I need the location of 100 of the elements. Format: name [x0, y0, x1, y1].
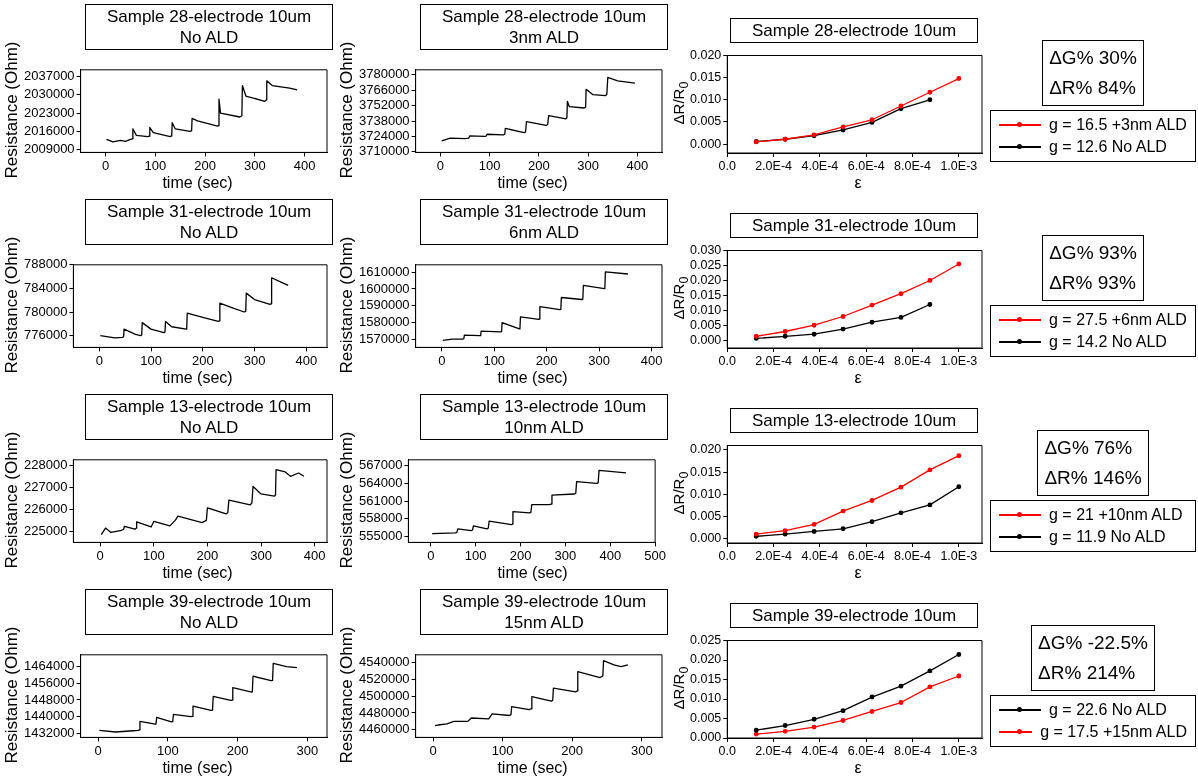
- y-tick-label: 2009000: [23, 141, 75, 157]
- x-tick-label: 0.0: [718, 743, 737, 758]
- y-tick-label: 4480000: [358, 704, 410, 720]
- y-tick-label: 1590000: [358, 297, 410, 313]
- y-tick-label: 4500000: [358, 687, 410, 703]
- y-tick-label: 0.010: [690, 486, 722, 501]
- legend-label: g = 17.5 +15nm ALD: [1040, 722, 1187, 742]
- y-axis-title: Resistance (Ohm): [337, 41, 357, 179]
- y-tick-label: 2037000: [23, 67, 75, 83]
- x-tick-label: 0.0: [718, 548, 737, 563]
- x-axis-title: ε: [853, 564, 863, 582]
- chart-title: Sample 13-electrode 10um: [440, 396, 648, 417]
- x-tick-label: 4.0E-4: [801, 743, 839, 758]
- x-tick-label: 200: [226, 742, 249, 758]
- y-tick-label: 0.015: [690, 464, 722, 479]
- y-tick-label: 3724000: [358, 128, 410, 144]
- x-tick-label: 6.0E-4: [847, 158, 885, 173]
- chart-title: Sample 28-electrode 10um: [105, 6, 313, 27]
- x-tick-label: 0.0: [718, 353, 737, 368]
- x-tick-label: 300: [577, 157, 599, 173]
- legend-label: g = 16.5 +3nm ALD: [1049, 115, 1187, 135]
- x-tick-label: 100: [157, 742, 179, 758]
- y-tick-label: 0.015: [690, 671, 722, 686]
- y-tick-label: 2016000: [23, 123, 75, 138]
- y-tick-label: 564000: [358, 474, 403, 490]
- chart-title: Sample 31-electrode 10um: [750, 215, 958, 236]
- x-axis-title: time (sec): [496, 174, 569, 192]
- x-tick-label: 300: [243, 157, 266, 173]
- y-tick-label: 0.020: [690, 272, 722, 287]
- y-tick-label: 0.010: [690, 302, 722, 317]
- x-tick-label: 6.0E-4: [847, 743, 885, 758]
- x-tick-label: 300: [588, 352, 610, 368]
- x-tick-label: 0.0: [718, 158, 737, 173]
- y-tick-label: 2023000: [23, 104, 75, 120]
- chart-subtitle: No ALD: [178, 222, 240, 243]
- y-tick-label: 784000: [23, 279, 68, 295]
- x-tick-label: 8.0E-4: [894, 743, 931, 758]
- x-tick-label: 1.0E-3: [940, 158, 978, 173]
- x-axis-title: time (sec): [161, 369, 234, 387]
- y-axis-title: Resistance (Ohm): [2, 626, 22, 764]
- y-tick-label: 227000: [23, 478, 68, 494]
- y-tick-label: 3710000: [358, 143, 410, 159]
- text: ΔR% 214%: [1038, 661, 1137, 685]
- x-tick-label: 6.0E-4: [847, 548, 885, 563]
- legend-label: g = 27.5 +6nm ALD: [1049, 310, 1187, 330]
- x-tick-label: 300: [243, 352, 266, 368]
- y-tick-label: 0.020: [690, 47, 722, 62]
- y-tick-label: 228000: [23, 456, 68, 472]
- y-tick-label: 3752000: [358, 97, 410, 113]
- y-tick-label: 4460000: [358, 721, 410, 737]
- x-tick-label: 400: [640, 352, 663, 368]
- y-tick-label: 0.010: [690, 691, 722, 706]
- y-tick-label: 1464000: [23, 658, 75, 674]
- x-tick-label: 400: [293, 157, 316, 173]
- x-tick-label: 400: [295, 352, 318, 368]
- x-tick-label: 400: [626, 157, 649, 173]
- x-tick-label: 0: [94, 742, 102, 758]
- y-tick-label: 1610000: [358, 263, 410, 279]
- chart-subtitle: 10nm ALD: [503, 417, 585, 438]
- x-tick-label: 300: [554, 547, 577, 563]
- x-tick-label: 200: [194, 157, 216, 173]
- chart-subtitle: 3nm ALD: [508, 27, 580, 48]
- y-tick-label: 0.025: [690, 632, 722, 647]
- y-tick-label: 3738000: [358, 112, 410, 128]
- chart-title: Sample 13-electrode 10um: [105, 396, 313, 417]
- legend-label: g = 11.9 No ALD: [1049, 527, 1166, 547]
- x-tick-label: 100: [478, 157, 501, 173]
- x-axis-title: time (sec): [496, 369, 569, 387]
- x-tick-label: 2.0E-4: [755, 158, 793, 173]
- y-tick-label: 561000: [358, 492, 403, 508]
- chart-title: Sample 28-electrode 10um: [750, 20, 958, 41]
- x-axis-title: time (sec): [496, 564, 569, 582]
- x-tick-label: 0: [436, 157, 444, 173]
- text: ΔR% 84%: [1049, 76, 1137, 100]
- chart-title: Sample 31-electrode 10um: [440, 201, 648, 222]
- y-tick-label: 0.025: [690, 257, 722, 272]
- x-tick-label: 4.0E-4: [801, 548, 839, 563]
- x-tick-label: 100: [491, 742, 514, 758]
- y-tick-label: 3780000: [358, 66, 410, 82]
- x-tick-label: 300: [250, 547, 272, 563]
- x-tick-label: 200: [561, 742, 584, 758]
- x-axis-title: ε: [853, 759, 863, 777]
- x-tick-label: 1.0E-3: [940, 743, 978, 758]
- x-tick-label: 100: [464, 547, 487, 563]
- x-tick-label: 400: [599, 547, 622, 563]
- x-tick-label: 300: [296, 742, 319, 758]
- y-tick-label: 0.020: [690, 652, 722, 667]
- x-tick-label: 100: [142, 547, 165, 563]
- text: ΔR% 93%: [1049, 271, 1137, 295]
- chart-title: Sample 39-electrode 10um: [440, 591, 648, 612]
- chart-title: Sample 39-electrode 10um: [750, 605, 958, 626]
- y-tick-label: 0.015: [690, 287, 722, 302]
- chart-title: Sample 13-electrode 10um: [750, 410, 958, 431]
- y-tick-label: 0.005: [690, 317, 722, 332]
- y-tick-label: 0.030: [690, 242, 722, 257]
- legend-label: g = 22.6 No ALD: [1049, 700, 1167, 720]
- text: ΔG% -22.5%: [1038, 631, 1148, 655]
- x-tick-label: 200: [527, 157, 550, 173]
- y-tick-label: 0.005: [690, 508, 722, 523]
- x-tick-label: 400: [303, 547, 326, 563]
